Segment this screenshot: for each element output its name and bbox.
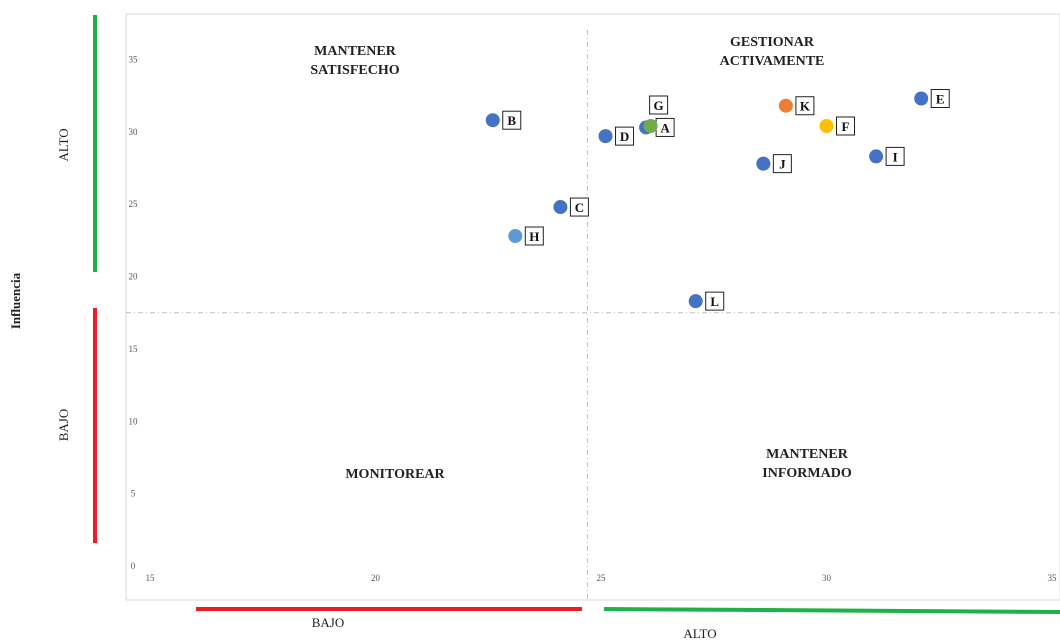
data-point-i (869, 149, 883, 163)
x-low-level-label: BAJO (312, 615, 345, 630)
point-label-j: J (779, 157, 786, 172)
x-tick-label: 25 (597, 573, 607, 583)
y-tick-label: 5 (131, 489, 136, 499)
quadrant-top-right-line-2: ACTIVAMENTE (720, 54, 825, 69)
data-point-b (486, 113, 500, 127)
quadrant-top-right-line-1: GESTIONAR (730, 35, 815, 50)
x-tick-label: 35 (1048, 573, 1058, 583)
quadrant-top-left-line-2: SATISFECHO (310, 63, 399, 78)
point-label-a: A (660, 120, 670, 135)
point-label-l: L (710, 294, 719, 309)
y-tick-label: 25 (129, 199, 139, 209)
data-point-j (756, 157, 770, 171)
y-tick-label: 35 (129, 54, 139, 64)
x-high-level-label: ALTO (683, 626, 716, 641)
y-low-level-label: BAJO (56, 409, 71, 442)
data-point-h (508, 229, 522, 243)
y-axis-title: Influencia (8, 272, 23, 329)
quadrant-bottom-right-line-1: MANTENER (766, 447, 849, 462)
y-tick-label: 10 (129, 416, 139, 426)
x-tick-label: 15 (146, 573, 156, 583)
x-tick-label: 30 (822, 573, 832, 583)
y-tick-label: 0 (131, 561, 136, 571)
y-tick-label: 30 (129, 127, 139, 137)
y-tick-label: 15 (129, 344, 139, 354)
quadrant-top-left-line-1: MANTENER (314, 44, 397, 59)
x-tick-label: 20 (371, 573, 381, 583)
point-label-c: C (575, 200, 584, 215)
point-label-d: D (620, 129, 629, 144)
point-label-h: H (529, 229, 539, 244)
data-point-k (779, 99, 793, 113)
quadrant-bottom-right-line-2: INFORMADO (762, 466, 852, 481)
point-label-k: K (800, 99, 811, 114)
y-high-level-label: ALTO (56, 128, 71, 161)
data-point-f (820, 119, 834, 133)
data-point-l (689, 294, 703, 308)
point-label-i: I (893, 149, 898, 164)
x-high-level-bar (604, 609, 1060, 612)
point-label-b: B (507, 113, 516, 128)
quadrant-bottom-left-label: MONITOREAR (345, 467, 445, 482)
data-point-e (914, 92, 928, 106)
point-label-f: F (842, 119, 850, 134)
point-label-e: E (936, 92, 945, 107)
data-point-d (599, 129, 613, 143)
data-point-g (644, 119, 658, 133)
point-label-g: G (654, 98, 664, 113)
y-tick-label: 20 (129, 272, 139, 282)
data-point-c (553, 200, 567, 214)
